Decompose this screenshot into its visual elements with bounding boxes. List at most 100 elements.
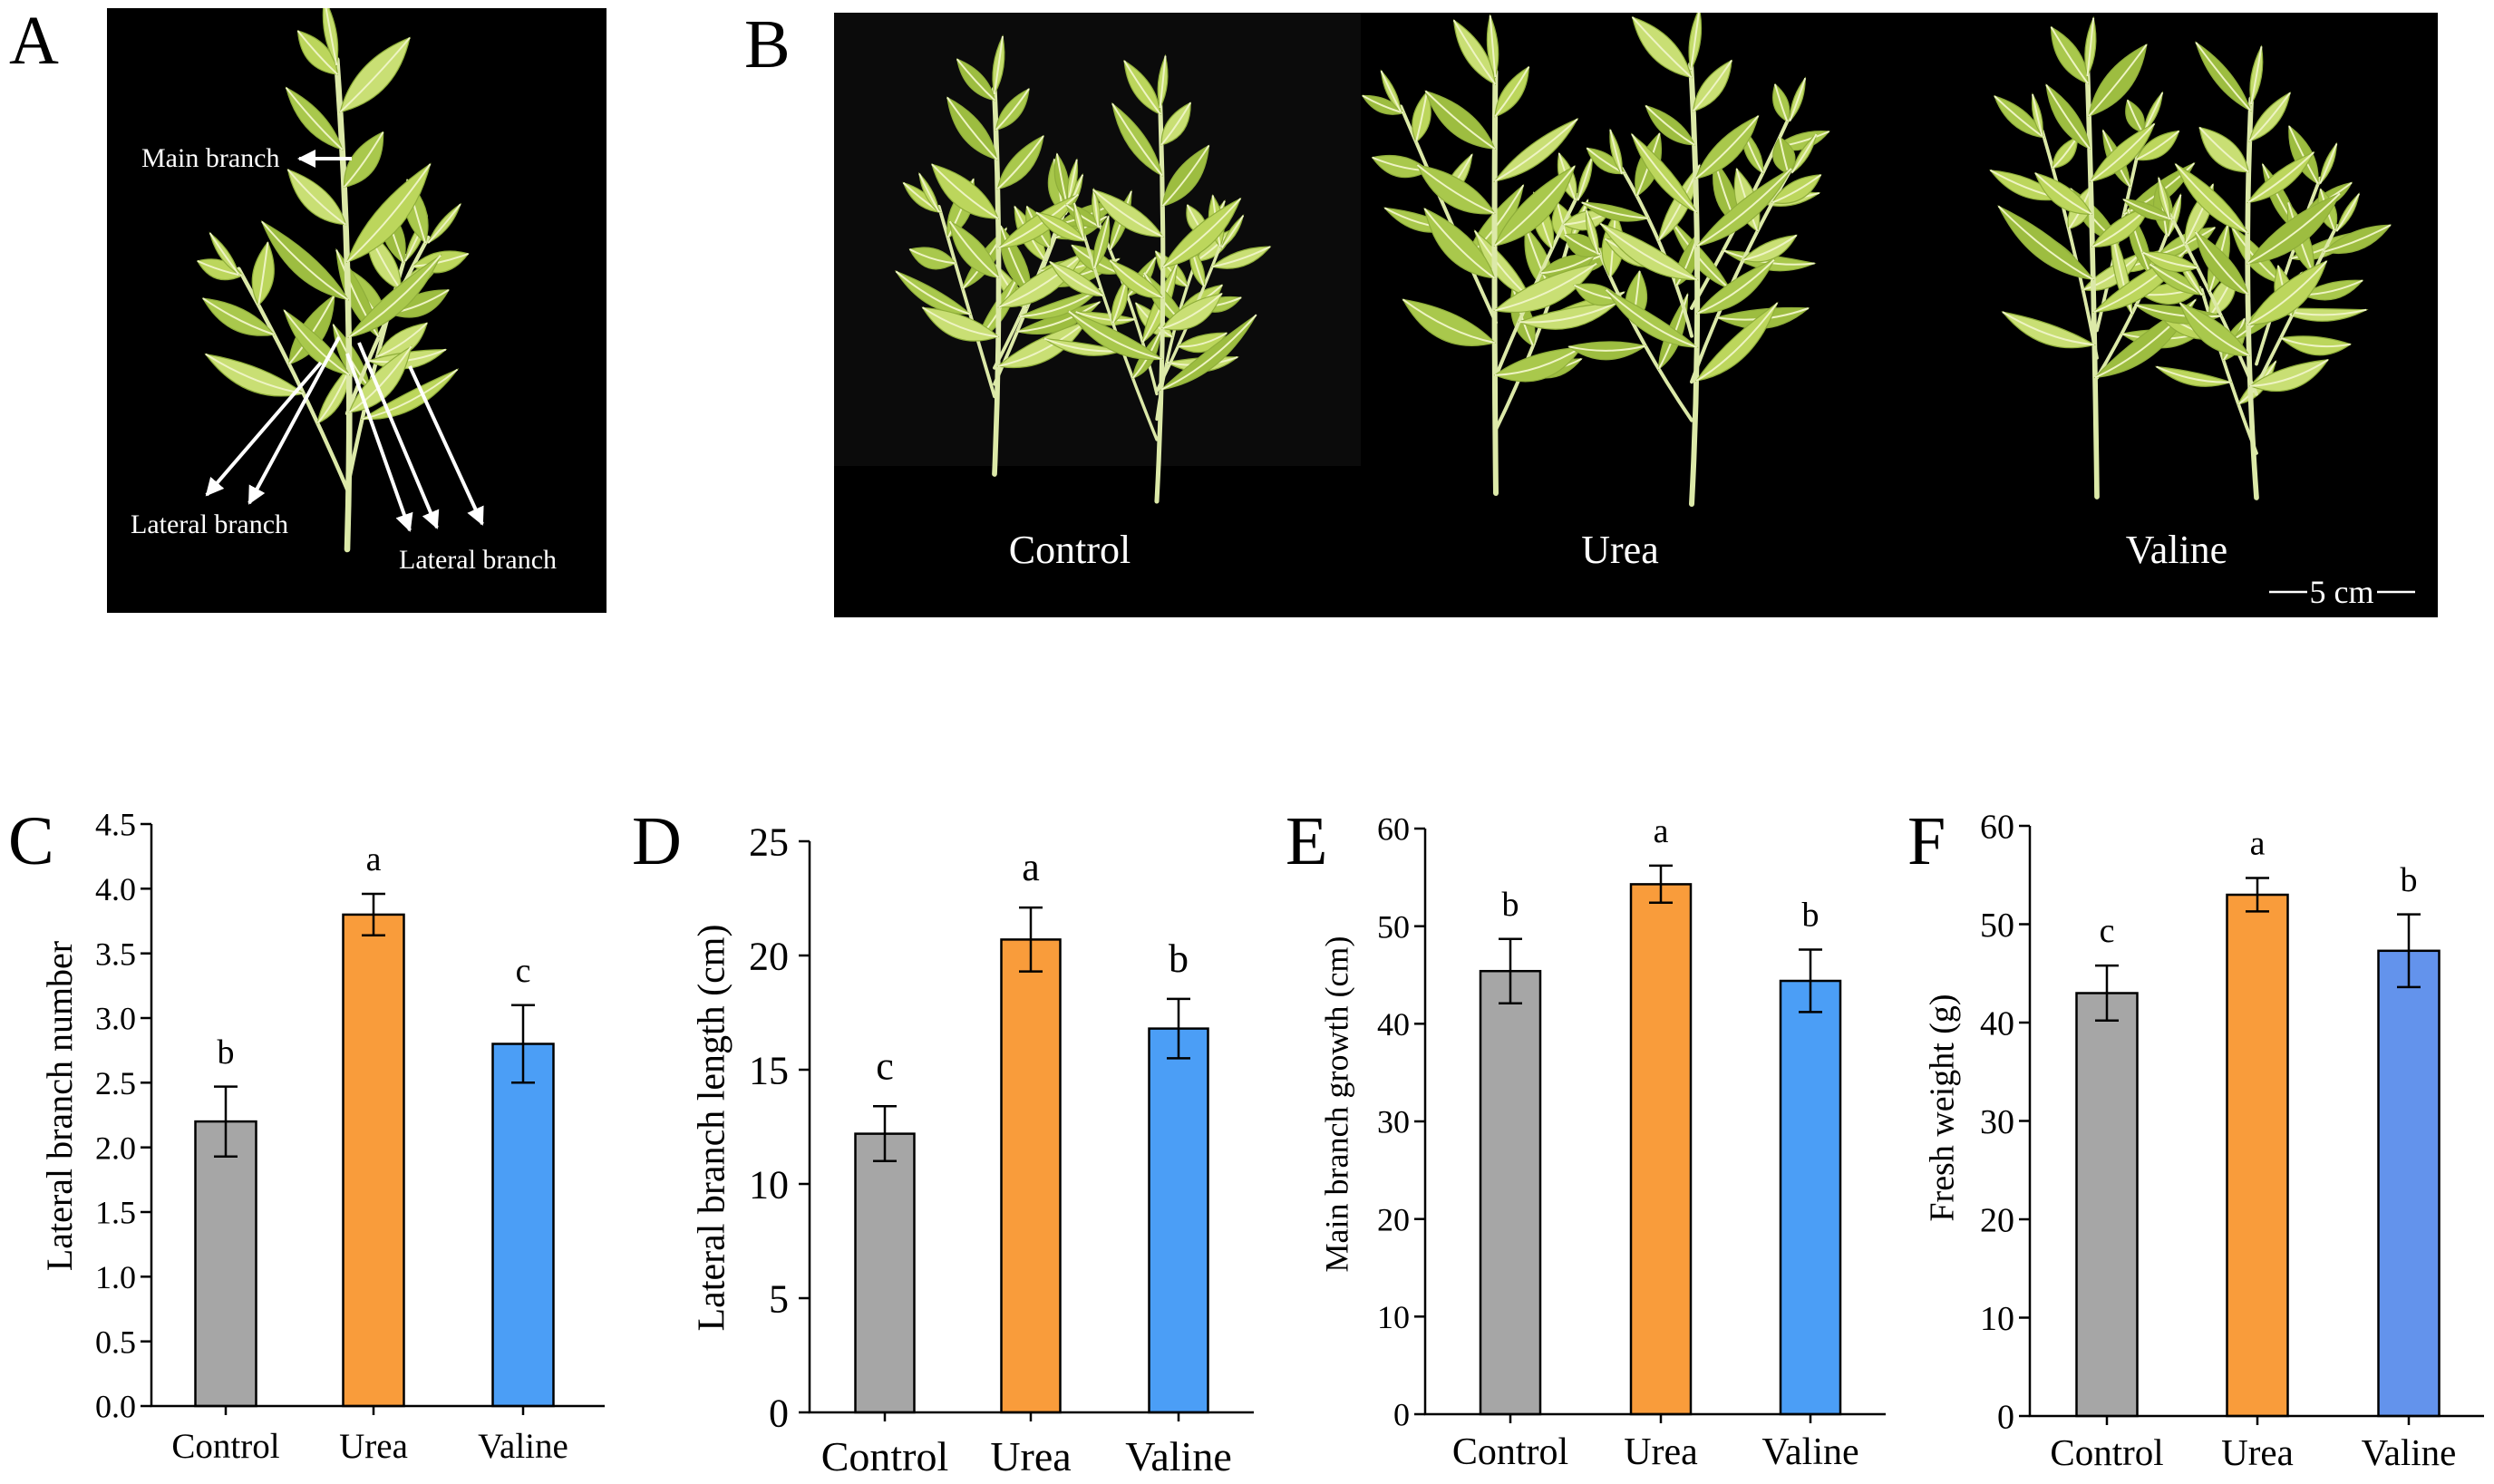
bar-urea bbox=[1629, 883, 1693, 1416]
leaf-midrib bbox=[427, 203, 461, 244]
x-tick-label-valine: Valine bbox=[1761, 1431, 1858, 1473]
leaf-midrib bbox=[2247, 151, 2314, 204]
leaf-midrib bbox=[1075, 311, 1136, 322]
stem bbox=[936, 205, 996, 399]
leaf-midrib bbox=[931, 163, 999, 219]
leaf-midrib bbox=[1494, 262, 1597, 312]
y-axis-label: Main branch growth (cm) bbox=[1319, 936, 1355, 1273]
panel-b-photo: Control Urea Valine 5 cm bbox=[834, 13, 2438, 617]
leaf-midrib bbox=[2179, 302, 2250, 357]
stem bbox=[1154, 100, 1166, 504]
error-bar-valine bbox=[1167, 997, 1190, 1060]
error-bar-urea bbox=[1019, 906, 1043, 973]
significance-letter-urea: a bbox=[366, 840, 382, 878]
plant bbox=[196, 8, 470, 553]
leaf-midrib bbox=[348, 255, 442, 338]
bar-valine bbox=[2377, 949, 2441, 1418]
leaf-midrib bbox=[1402, 298, 1495, 344]
leaf-midrib bbox=[1160, 102, 1192, 146]
stem bbox=[991, 86, 1002, 477]
stem bbox=[1619, 166, 1693, 338]
leaf-midrib bbox=[1540, 254, 1596, 275]
plant bbox=[894, 34, 1121, 477]
leaf-midrib bbox=[1631, 16, 1693, 79]
leaf-midrib bbox=[2194, 231, 2249, 296]
leaf-midrib bbox=[1178, 332, 1228, 348]
leaf-midrib bbox=[1519, 301, 1619, 324]
leaf-midrib bbox=[1160, 314, 1257, 391]
leaf-midrib bbox=[1645, 104, 1695, 146]
leaf-midrib bbox=[1771, 174, 1822, 204]
chart-c: Cb Control a Urea c Valine 0.0 0.5 1.0 1.5 2.0 2.5 3… bbox=[8, 803, 605, 1466]
leaf-midrib bbox=[2319, 143, 2338, 185]
lateral-branch-arrow bbox=[205, 361, 323, 497]
leaf-midrib bbox=[2280, 336, 2351, 348]
leaf-midrib bbox=[895, 270, 971, 315]
y-tick-label: 0 bbox=[769, 1391, 789, 1435]
y-axis-label: Fresh weight (g) bbox=[1923, 994, 1961, 1221]
stem bbox=[2040, 129, 2099, 360]
leaf-midrib bbox=[1035, 211, 1087, 242]
panel-a-photo: Main branch Lateral branch Lateral branc… bbox=[107, 8, 607, 613]
significance-letter-urea: a bbox=[2250, 825, 2266, 863]
y-tick-label: 25 bbox=[749, 820, 789, 864]
chart-f: Fc Control a Urea b Valine 0 10 20 30 40 50 60 Fresh … bbox=[1907, 803, 2484, 1473]
x-tick-label-urea: Urea bbox=[2221, 1431, 2294, 1473]
leaf-midrib bbox=[997, 320, 1088, 367]
y-tick-label: 20 bbox=[1377, 1201, 1410, 1237]
lateral-branch-arrow bbox=[345, 353, 413, 532]
leaf-midrib bbox=[2195, 42, 2252, 112]
stem bbox=[1690, 165, 1794, 384]
leaf-midrib bbox=[1423, 208, 1496, 279]
leaf-midrib bbox=[996, 135, 1044, 190]
leaf-midrib bbox=[2134, 303, 2222, 318]
y-tick-label: 0.0 bbox=[95, 1389, 136, 1425]
leaf-midrib bbox=[1789, 77, 1807, 121]
leaf-midrib bbox=[1790, 133, 1818, 174]
significance-letter-valine: b bbox=[1169, 936, 1189, 981]
leaf bbox=[948, 220, 1000, 279]
leaf-midrib bbox=[1380, 70, 1402, 112]
leaf-midrib bbox=[1568, 344, 1646, 352]
y-tick-label: 10 bbox=[749, 1162, 789, 1207]
y-tick-label: 2.5 bbox=[95, 1065, 136, 1101]
scale-bar-label: 5 cm bbox=[2310, 574, 2374, 610]
leaf-midrib bbox=[335, 249, 380, 338]
x-tick-label-valine: Valine bbox=[1125, 1433, 1232, 1479]
leaf-midrib bbox=[2002, 311, 2095, 346]
leaf-midrib bbox=[2032, 93, 2043, 137]
leaf-midrib bbox=[2174, 163, 2248, 234]
significance-letter-urea: a bbox=[1022, 845, 1040, 889]
stem bbox=[2168, 212, 2258, 396]
bar-control bbox=[1479, 969, 1542, 1416]
leaf-midrib bbox=[285, 87, 344, 150]
error-bar-control bbox=[2095, 964, 2119, 1023]
y-tick-label: 3.0 bbox=[95, 1001, 136, 1037]
leaf-midrib bbox=[998, 252, 1085, 308]
significance-letter-urea: a bbox=[1654, 812, 1669, 850]
leaf-midrib bbox=[1092, 189, 1164, 238]
leaf-midrib bbox=[2045, 83, 2091, 150]
y-tick-label: 10 bbox=[1980, 1300, 2014, 1338]
leaf-midrib bbox=[412, 252, 469, 267]
panel-label-e: E bbox=[1286, 803, 1327, 879]
y-tick-label: 20 bbox=[749, 934, 789, 978]
leaf-midrib bbox=[1109, 259, 1164, 299]
y-tick-label: 0 bbox=[1393, 1397, 1410, 1433]
leaf-midrib bbox=[1695, 302, 1779, 383]
leaf-midrib bbox=[2158, 177, 2171, 220]
leaf-midrib bbox=[1631, 133, 1697, 214]
error-bar-valine bbox=[511, 1004, 535, 1084]
leaf-midrib bbox=[995, 88, 1030, 131]
x-tick-label-valine: Valine bbox=[478, 1427, 568, 1466]
panel-label-b: B bbox=[744, 6, 791, 82]
leaf-midrib bbox=[2050, 26, 2089, 84]
leaf-midrib bbox=[2248, 92, 2291, 142]
leaf-midrib bbox=[1055, 153, 1068, 202]
leaf-midrib bbox=[908, 248, 956, 265]
y-axis-label: Lateral branch number bbox=[39, 941, 80, 1271]
y-tick-label: 1.5 bbox=[95, 1195, 136, 1231]
y-tick-label: 30 bbox=[1980, 1103, 2014, 1141]
leaf-midrib bbox=[2088, 44, 2148, 117]
